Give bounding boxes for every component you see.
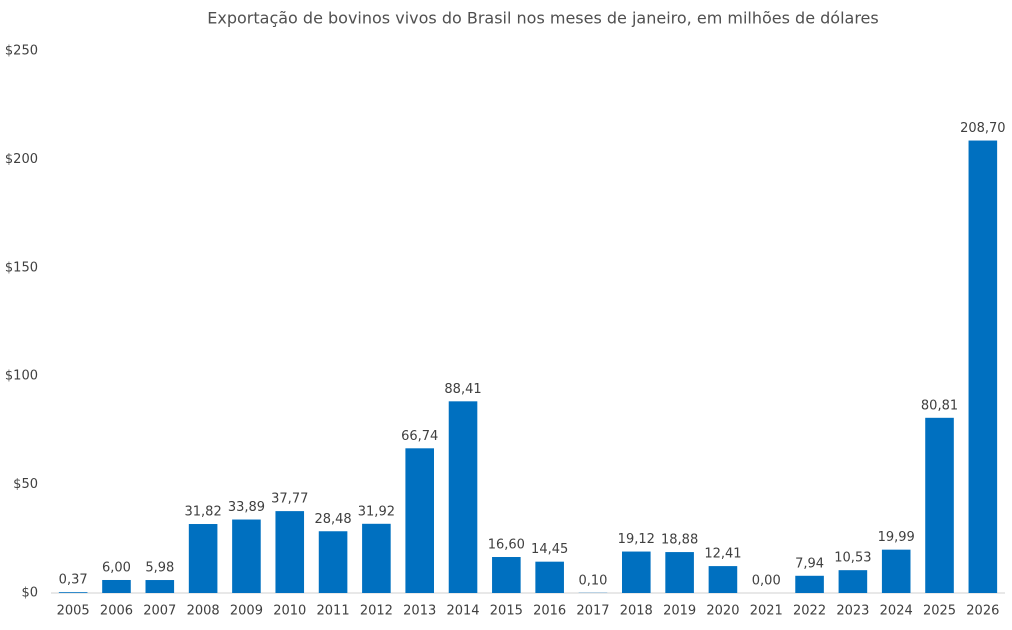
- data-label: 0,00: [752, 574, 781, 589]
- y-tick-label: $100: [5, 369, 38, 384]
- x-tick-label: 2019: [663, 604, 696, 619]
- x-tick-label: 2020: [706, 604, 739, 619]
- x-tick-label: 2026: [966, 604, 999, 619]
- bar: [405, 448, 434, 593]
- bar: [708, 566, 738, 593]
- x-tick-label: 2007: [143, 604, 176, 619]
- bar: [622, 551, 651, 593]
- x-tick-label: 2025: [923, 604, 956, 619]
- data-label: 18,88: [661, 533, 698, 548]
- x-tick-label: 2016: [533, 604, 566, 619]
- x-tick-label: 2010: [273, 604, 306, 619]
- x-tick-label: 2017: [576, 604, 609, 619]
- data-label: 33,89: [228, 500, 265, 515]
- x-tick-label: 2012: [360, 604, 393, 619]
- bar: [232, 519, 261, 593]
- bar: [102, 579, 131, 593]
- bar: [58, 592, 88, 593]
- y-tick-label: $50: [13, 477, 38, 492]
- x-tick-label: 2014: [446, 604, 479, 619]
- bar: [492, 557, 521, 593]
- data-label: 88,41: [444, 382, 481, 397]
- data-label: 0,37: [59, 573, 88, 588]
- bar: [535, 561, 564, 593]
- data-label: 12,41: [704, 547, 741, 562]
- x-tick-label: 2009: [230, 604, 263, 619]
- x-tick-label: 2005: [57, 604, 90, 619]
- bar: [275, 511, 305, 593]
- data-label: 28,48: [314, 512, 351, 527]
- x-tick-label: 2022: [793, 604, 826, 619]
- data-label: 16,60: [488, 538, 525, 553]
- data-label: 37,77: [271, 492, 308, 507]
- bar: [795, 575, 824, 593]
- data-label: 19,99: [878, 530, 915, 545]
- bar: [362, 523, 391, 593]
- x-tick-label: 2024: [880, 604, 913, 619]
- data-label: 208,70: [960, 121, 1006, 136]
- data-label: 6,00: [102, 560, 131, 575]
- y-tick-label: $250: [5, 44, 38, 59]
- bar: [968, 140, 998, 594]
- x-tick-label: 2023: [836, 604, 869, 619]
- data-label: 66,74: [401, 429, 438, 444]
- data-label: 31,82: [185, 505, 222, 520]
- y-tick-label: $150: [5, 260, 38, 275]
- data-label: 5,98: [145, 561, 174, 576]
- bar: [881, 549, 911, 593]
- x-tick-label: 2006: [100, 604, 133, 619]
- data-label: 0,10: [579, 573, 608, 588]
- data-label: 14,45: [531, 542, 568, 557]
- data-label: 7,94: [795, 556, 824, 571]
- bar: [838, 570, 868, 593]
- bar: [318, 531, 348, 593]
- bar: [925, 417, 954, 593]
- data-label: 80,81: [921, 398, 958, 413]
- data-label: 19,12: [618, 532, 655, 547]
- data-label: 31,92: [358, 504, 395, 519]
- x-tick-label: 2018: [620, 604, 653, 619]
- x-tick-label: 2021: [750, 604, 783, 619]
- x-tick-label: 2013: [403, 604, 436, 619]
- x-tick-label: 2011: [317, 604, 350, 619]
- y-tick-label: $0: [21, 586, 38, 601]
- x-tick-label: 2008: [187, 604, 220, 619]
- bar: [665, 552, 694, 593]
- bar: [145, 580, 175, 593]
- y-tick-label: $200: [5, 152, 38, 167]
- data-label: 10,53: [834, 551, 871, 566]
- x-tick-label: 2015: [490, 604, 523, 619]
- bar: [448, 401, 478, 593]
- bar: [188, 524, 218, 593]
- chart-title: Exportação de bovinos vivos do Brasil no…: [207, 9, 878, 28]
